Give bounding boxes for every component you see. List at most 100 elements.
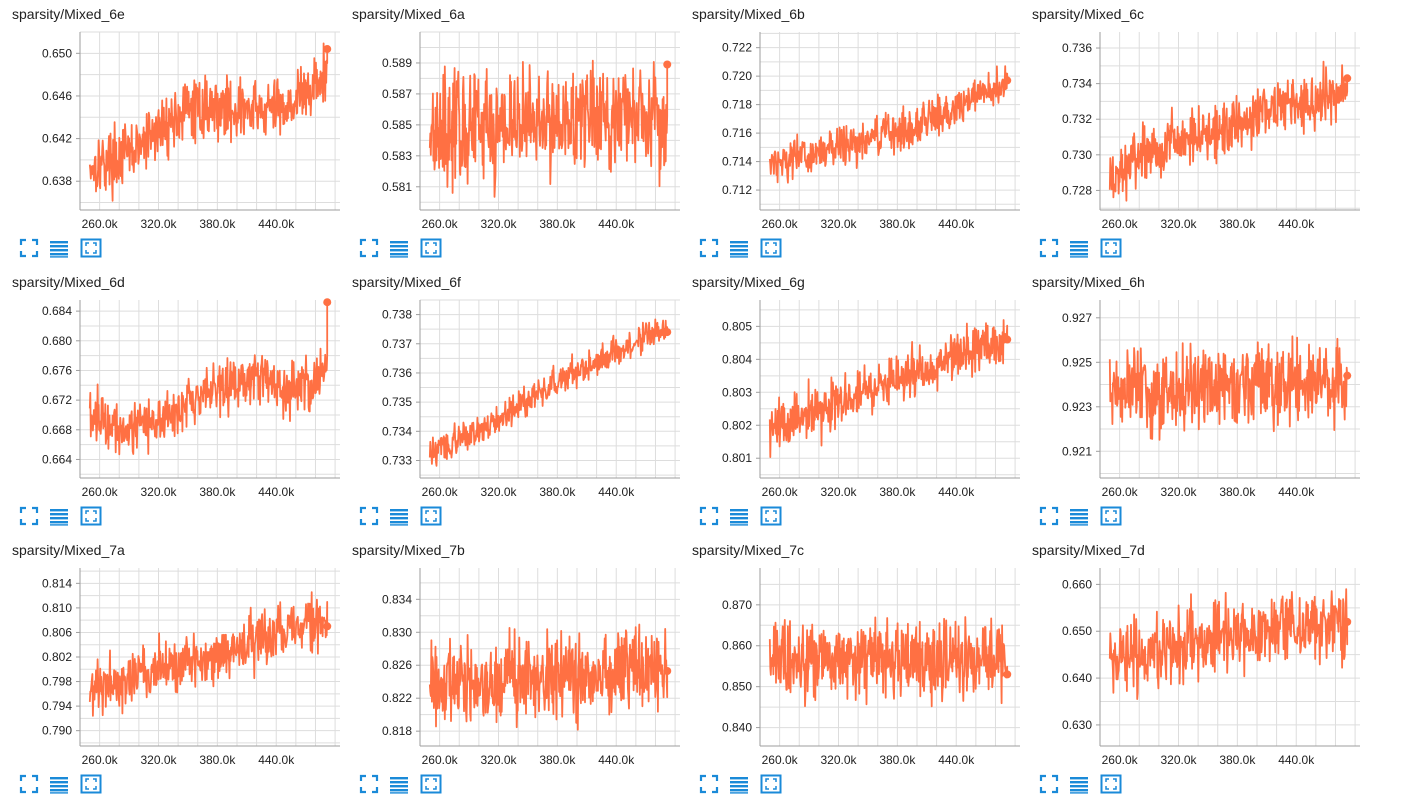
fit-domain-button[interactable]: [760, 773, 782, 795]
line-chart[interactable]: 0.733 0.734 0.735 0.736 0.737 0.738 260.0k 320.…: [340, 290, 680, 508]
y-tick-label: 0.810: [42, 601, 72, 615]
fullscreen-button[interactable]: [1038, 773, 1060, 795]
series-line: [1108, 335, 1349, 441]
fit-domain-button[interactable]: [1100, 505, 1122, 527]
line-chart[interactable]: 0.630 0.640 0.650 0.660 260.0k 320.0k 380.0k 44…: [1020, 558, 1360, 776]
y-tick-label: 0.806: [42, 625, 72, 639]
fit-domain-icon: [80, 506, 102, 526]
y-tick-label: 0.803: [722, 385, 752, 399]
fit-domain-button[interactable]: [420, 237, 442, 259]
toggle-log-scale-button[interactable]: [388, 505, 410, 527]
fullscreen-button[interactable]: [18, 505, 40, 527]
x-tick-label: 440.0k: [938, 753, 975, 767]
series-line: [768, 319, 1009, 458]
toggle-log-scale-button[interactable]: [1068, 773, 1090, 795]
fit-domain-button[interactable]: [760, 505, 782, 527]
chart-plot[interactable]: 0.840 0.850 0.860 0.870 260.0k 320.0k 380.0k 44…: [680, 558, 1020, 776]
toggle-log-scale-button[interactable]: [728, 773, 750, 795]
fit-domain-icon: [1100, 238, 1122, 258]
fit-domain-button[interactable]: [80, 773, 102, 795]
line-chart[interactable]: 0.818 0.822 0.826 0.830 0.834 260.0k 320.0k 380…: [340, 558, 680, 776]
fullscreen-button[interactable]: [698, 237, 720, 259]
y-tick-label: 0.718: [722, 98, 752, 112]
x-tick-label: 320.0k: [480, 217, 517, 231]
line-chart[interactable]: 0.790 0.794 0.798 0.802 0.806 0.810 0.814 260.0…: [0, 558, 340, 776]
chart-title: sparsity/Mixed_6d: [12, 274, 125, 290]
chart-plot[interactable]: 0.664 0.668 0.672 0.676 0.680 0.684 260.0k 320.…: [0, 290, 340, 508]
chart-plot[interactable]: 0.630 0.640 0.650 0.660 260.0k 320.0k 380.0k 44…: [1020, 558, 1360, 776]
fit-domain-button[interactable]: [80, 505, 102, 527]
fullscreen-button[interactable]: [1038, 505, 1060, 527]
toggle-log-scale-button[interactable]: [48, 237, 70, 259]
line-chart[interactable]: 0.801 0.802 0.803 0.804 0.805 260.0k 320.0k 380…: [680, 290, 1020, 508]
chart-plot[interactable]: 0.712 0.714 0.716 0.718 0.720 0.722 260.0k 320.…: [680, 22, 1020, 240]
fit-domain-button[interactable]: [420, 505, 442, 527]
fit-domain-icon: [420, 238, 442, 258]
series-line: [1108, 60, 1349, 202]
y-tick-label: 0.734: [382, 424, 412, 438]
y-tick-label: 0.738: [382, 308, 412, 322]
fit-domain-icon: [760, 774, 782, 794]
x-tick-label: 380.0k: [539, 485, 576, 499]
fit-domain-button[interactable]: [80, 237, 102, 259]
toggle-log-scale-button[interactable]: [48, 505, 70, 527]
x-tick-label: 440.0k: [258, 485, 295, 499]
fit-domain-icon: [420, 506, 442, 526]
toggle-log-scale-button[interactable]: [388, 773, 410, 795]
line-chart[interactable]: 0.581 0.583 0.585 0.587 0.589 260.0k 320.0k 380…: [340, 22, 680, 240]
chart-plot[interactable]: 0.801 0.802 0.803 0.804 0.805 260.0k 320.0k 380…: [680, 290, 1020, 508]
chart-card: sparsity/Mixed_7b 0.818 0.822 0.826 0.830 0.8…: [340, 536, 680, 801]
x-tick-label: 260.0k: [82, 217, 119, 231]
x-tick-label: 260.0k: [1102, 753, 1139, 767]
chart-plot[interactable]: 0.733 0.734 0.735 0.736 0.737 0.738 260.0k 320.…: [340, 290, 680, 508]
y-tick-label: 0.736: [1062, 41, 1092, 55]
toggle-log-scale-button[interactable]: [1068, 237, 1090, 259]
y-tick-label: 0.587: [382, 87, 412, 101]
chart-plot[interactable]: 0.790 0.794 0.798 0.802 0.806 0.810 0.814 260.0…: [0, 558, 340, 776]
fullscreen-button[interactable]: [358, 505, 380, 527]
fullscreen-button[interactable]: [358, 773, 380, 795]
chart-title: sparsity/Mixed_7d: [1032, 542, 1145, 558]
fit-domain-button[interactable]: [1100, 237, 1122, 259]
lines-icon: [730, 241, 748, 258]
x-tick-label: 260.0k: [762, 485, 799, 499]
chart-plot[interactable]: 0.921 0.923 0.925 0.927 260.0k 320.0k 380.0k 44…: [1020, 290, 1360, 508]
chart-title: sparsity/Mixed_6b: [692, 6, 805, 22]
fullscreen-button[interactable]: [698, 773, 720, 795]
line-chart[interactable]: 0.712 0.714 0.716 0.718 0.720 0.722 260.0k 320.…: [680, 22, 1020, 240]
y-tick-label: 0.581: [382, 180, 412, 194]
x-tick-label: 440.0k: [1278, 753, 1315, 767]
x-tick-label: 260.0k: [762, 753, 799, 767]
chart-plot[interactable]: 0.818 0.822 0.826 0.830 0.834 260.0k 320.0k 380…: [340, 558, 680, 776]
fullscreen-button[interactable]: [358, 237, 380, 259]
fullscreen-button[interactable]: [18, 237, 40, 259]
fit-domain-button[interactable]: [1100, 773, 1122, 795]
chart-plot[interactable]: 0.728 0.730 0.732 0.734 0.736 260.0k 320.0k 380…: [1020, 22, 1360, 240]
y-tick-label: 0.798: [42, 675, 72, 689]
x-tick-label: 440.0k: [598, 217, 635, 231]
x-tick-label: 440.0k: [258, 753, 295, 767]
fullscreen-button[interactable]: [698, 505, 720, 527]
chart-plot[interactable]: 0.581 0.583 0.585 0.587 0.589 260.0k 320.0k 380…: [340, 22, 680, 240]
x-tick-label: 260.0k: [422, 217, 459, 231]
toggle-log-scale-button[interactable]: [48, 773, 70, 795]
lines-icon: [50, 777, 68, 794]
toggle-log-scale-button[interactable]: [1068, 505, 1090, 527]
toggle-log-scale-button[interactable]: [728, 505, 750, 527]
chart-plot[interactable]: 0.638 0.642 0.646 0.650 260.0k 320.0k 380.0k 44…: [0, 22, 340, 240]
line-chart[interactable]: 0.840 0.850 0.860 0.870 260.0k 320.0k 380.0k 44…: [680, 558, 1020, 776]
fit-domain-button[interactable]: [420, 773, 442, 795]
series-line: [88, 302, 329, 456]
toggle-log-scale-button[interactable]: [728, 237, 750, 259]
line-chart[interactable]: 0.664 0.668 0.672 0.676 0.680 0.684 260.0k 320.…: [0, 290, 340, 508]
fit-domain-button[interactable]: [760, 237, 782, 259]
line-chart[interactable]: 0.921 0.923 0.925 0.927 260.0k 320.0k 380.0k 44…: [1020, 290, 1360, 508]
series-line: [428, 623, 669, 731]
fullscreen-button[interactable]: [18, 773, 40, 795]
fit-domain-icon: [1100, 774, 1122, 794]
fullscreen-button[interactable]: [1038, 237, 1060, 259]
toggle-log-scale-button[interactable]: [388, 237, 410, 259]
line-chart[interactable]: 0.638 0.642 0.646 0.650 260.0k 320.0k 380.0k 44…: [0, 22, 340, 240]
x-tick-label: 440.0k: [1278, 217, 1315, 231]
line-chart[interactable]: 0.728 0.730 0.732 0.734 0.736 260.0k 320.0k 380…: [1020, 22, 1360, 240]
